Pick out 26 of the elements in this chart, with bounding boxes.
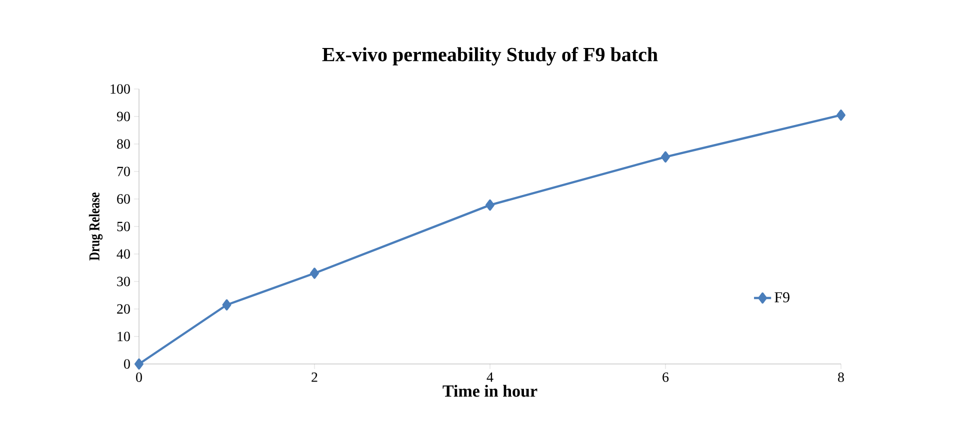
y-tick-label: 70 — [117, 166, 130, 176]
y-tick-label: 80 — [117, 139, 130, 149]
y-tick-label: 100 — [110, 84, 130, 94]
point — [310, 268, 319, 279]
y-tick-label: 10 — [118, 332, 130, 342]
x-tick-label: 4 — [486, 372, 494, 382]
point — [134, 358, 144, 370]
x-tick-label: 8 — [838, 372, 844, 382]
y-tick-label: 90 — [116, 112, 130, 122]
y-axis-title: Drug Release — [88, 192, 103, 260]
y-tick-label: 50 — [117, 222, 130, 232]
point — [222, 299, 232, 310]
point — [486, 199, 494, 211]
y-tick-label: 20 — [117, 304, 130, 314]
y-tick-label: 40 — [116, 249, 130, 259]
x-tick-label: 2 — [312, 372, 318, 382]
point — [836, 110, 846, 121]
chart-title: Ex-vivo permeability Study of F9 batch — [322, 47, 658, 66]
legend-label: F9 — [774, 292, 790, 302]
y-tick-label: 60 — [117, 194, 130, 204]
x-tick-label: 0 — [136, 372, 142, 382]
x-tick-label: 6 — [662, 372, 669, 382]
point — [661, 151, 670, 163]
x-axis-title: Time in hour — [442, 384, 538, 397]
y-tick-label: 30 — [117, 276, 130, 286]
y-tick-label: 0 — [124, 359, 130, 369]
